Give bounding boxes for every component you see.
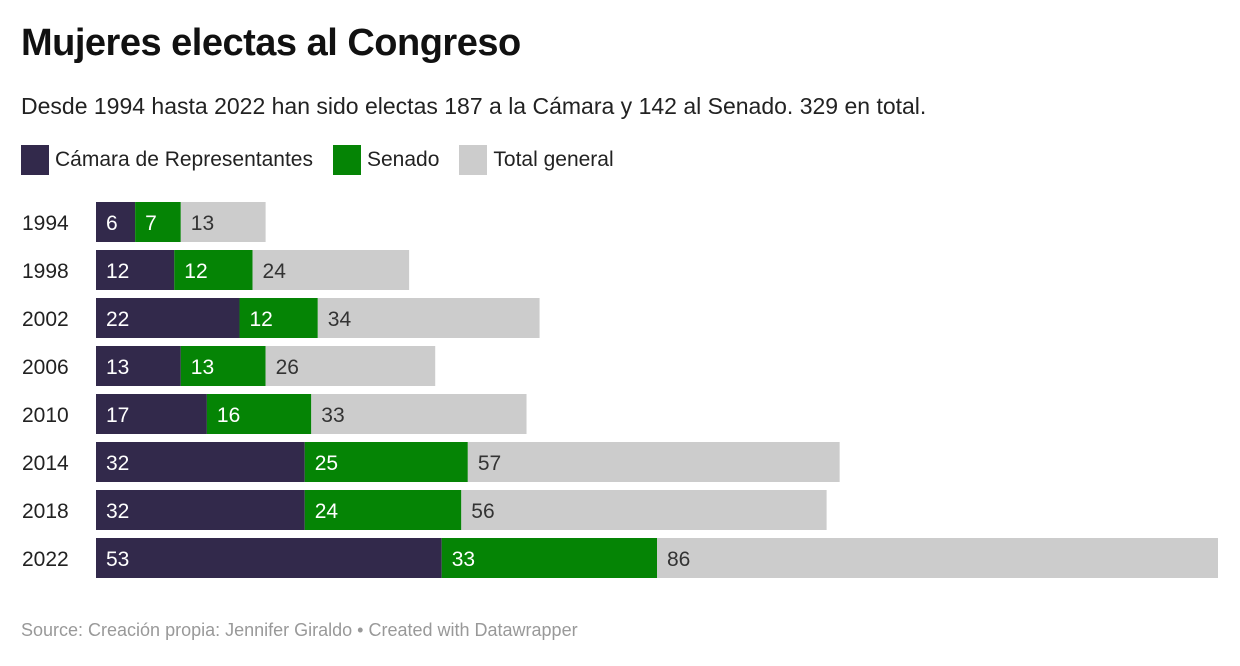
data-label: 16 (217, 404, 240, 427)
category-label: 2018 (22, 500, 69, 523)
data-label: 26 (276, 356, 299, 379)
data-label: 56 (471, 500, 494, 523)
legend-item-senado: Senado (332, 145, 440, 175)
data-label: 25 (315, 452, 338, 475)
legend-item-total: Total general (459, 145, 614, 175)
bar-segment-total (180, 202, 266, 242)
category-label: 2010 (22, 404, 69, 427)
data-label: 24 (263, 260, 287, 283)
data-label: 57 (478, 452, 501, 475)
bar-segment-camara (96, 442, 305, 482)
bar-segment-senado (180, 346, 266, 386)
bar-segment-senado (206, 394, 312, 434)
bar-segment-camara (96, 490, 305, 530)
legend-label-camara: Cámara de Representantes (55, 148, 313, 171)
bar-segment-total (265, 346, 436, 386)
category-label: 2014 (22, 452, 69, 475)
data-label: 53 (106, 548, 129, 571)
bar-segment-total (467, 442, 840, 482)
bar-segment-senado (135, 202, 181, 242)
data-label: 7 (145, 212, 157, 235)
bar-segment-camara (96, 394, 207, 434)
bar-segment-senado (239, 298, 318, 338)
legend: Cámara de Representantes Senado Total ge… (21, 145, 634, 175)
legend-swatch-total (459, 145, 488, 175)
data-label: 24 (315, 500, 339, 523)
bar-segment-camara (96, 346, 181, 386)
data-label: 34 (328, 308, 352, 331)
legend-label-total: Total general (493, 148, 614, 171)
data-label: 17 (106, 404, 129, 427)
data-label: 12 (250, 308, 273, 331)
bar-segment-camara (96, 298, 240, 338)
chart-subtitle: Desde 1994 hasta 2022 han sido electas 1… (21, 93, 927, 119)
data-label: 13 (106, 356, 129, 379)
data-label: 33 (321, 404, 344, 427)
data-label: 13 (191, 212, 214, 235)
bar-segment-senado (304, 442, 468, 482)
category-label: 2022 (22, 548, 69, 571)
data-label: 33 (452, 548, 475, 571)
data-label: 13 (191, 356, 214, 379)
bar-segment-total (657, 538, 1218, 578)
bar-segment-camara (96, 538, 442, 578)
data-label: 12 (106, 260, 129, 283)
data-label: 86 (667, 548, 690, 571)
bar-segment-senado (174, 250, 253, 290)
source-note: Source: Creación propia: Jennifer Girald… (21, 620, 578, 640)
category-label: 2002 (22, 308, 69, 331)
data-label: 32 (106, 452, 129, 475)
bar-segment-total (317, 298, 540, 338)
bar-segment-total (252, 250, 410, 290)
bar-segment-camara (96, 202, 136, 242)
data-label: 12 (184, 260, 207, 283)
bar-segment-senado (441, 538, 657, 578)
bar-segment-camara (96, 250, 175, 290)
category-label: 1994 (22, 212, 69, 235)
data-label: 22 (106, 308, 129, 331)
legend-swatch-senado (332, 145, 361, 175)
category-label: 2006 (22, 356, 69, 379)
data-label: 32 (106, 500, 129, 523)
bar-segment-total (461, 490, 827, 530)
chart-title: Mujeres electas al Congreso (21, 22, 521, 64)
legend-swatch-camara (21, 145, 49, 175)
stacked-bar-chart: 1994 6 7 13 1998 12 12 24 2002 22 12 34 2006 13 13 26 20… (22, 202, 1218, 578)
legend-item-camara: Cámara de Representantes (21, 145, 313, 175)
category-label: 1998 (22, 260, 69, 283)
bar-segment-senado (304, 490, 462, 530)
legend-label-senado: Senado (366, 148, 440, 171)
data-label: 6 (106, 212, 118, 235)
bar-segment-total (311, 394, 527, 434)
